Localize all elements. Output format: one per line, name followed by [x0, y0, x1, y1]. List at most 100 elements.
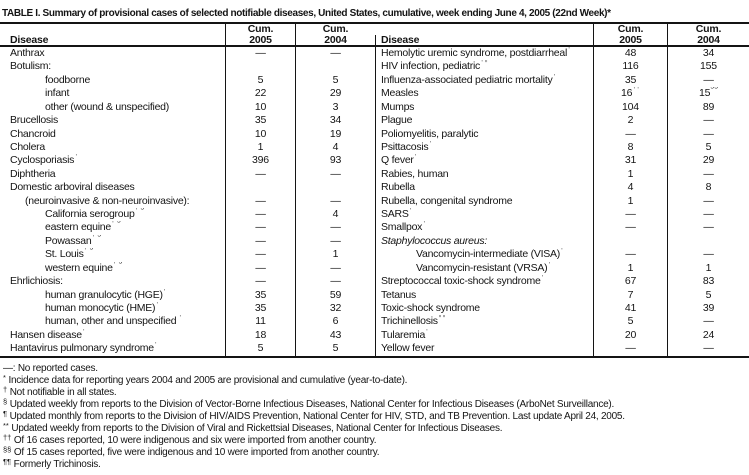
case-count-2004: 32 — [295, 302, 375, 316]
case-count-2004: 5 — [667, 140, 749, 155]
case-count-2004: — — [667, 73, 749, 88]
disease-label: Ehrlichiosis: — [10, 275, 63, 288]
disease-label: Powassan† § — [0, 235, 225, 248]
footnote: § Updated weekly from reports to the Div… — [3, 397, 749, 411]
disease-label: Toxic-shock syndrome — [375, 302, 593, 316]
disease-label: Staphylococcus aureus: — [375, 234, 593, 249]
case-count-2004: 8 — [667, 181, 749, 195]
footnote-marker: † — [428, 141, 432, 144]
case-count-2005: 48 — [593, 47, 667, 61]
header-year-2005: 2005 — [249, 33, 272, 46]
case-count-2005: 4 — [593, 181, 667, 195]
case-count-2004: 83 — [667, 275, 749, 289]
disease-label: California serogroup† § — [0, 208, 225, 221]
disease-label: Influenza-associated pediatric mortality… — [375, 73, 593, 88]
case-count-2004: 4 — [295, 208, 375, 222]
disease-label: infant — [45, 87, 70, 100]
footnote-text: Updated weekly from reports to the Divis… — [9, 398, 615, 410]
footnote-marker: † — [567, 47, 571, 50]
case-count-2005: 18 — [225, 328, 295, 343]
header-cum-label: Cum. — [322, 23, 349, 35]
case-count-2005: 1 — [593, 194, 667, 209]
footnote: † Not notifiable in all states. — [3, 384, 749, 399]
case-count-2005: — — [593, 208, 667, 222]
disease-label: Trichinellosis¶¶ — [375, 315, 593, 329]
case-count-2005: 20 — [593, 328, 667, 343]
case-count-2004: — — [667, 194, 749, 209]
disease-label: Poliomyelitis, paralytic — [375, 127, 593, 141]
footnote-marker: † § — [135, 208, 145, 211]
disease-label: Hemolytic uremic syndrome, postdiarrheal… — [375, 47, 593, 61]
disease-label: other (wound & unspecified) — [45, 100, 169, 113]
case-count-2005: — — [593, 221, 667, 235]
case-count-2005: — — [225, 248, 295, 262]
case-count-2004: 5 — [295, 73, 375, 88]
case-count-2005: 7 — [593, 288, 667, 303]
case-count-2004: — — [295, 47, 375, 61]
disease-label: Psittacosis† — [375, 140, 593, 155]
case-count-2005: 5 — [225, 73, 295, 88]
table-body: Anthrax — — Hemolytic uremic syndrome, post… — [0, 47, 749, 358]
footnote-marker: †† — [632, 87, 640, 90]
footnote-marker: † ** — [409, 208, 420, 211]
header-year-2004: 2004 — [697, 33, 720, 46]
disease-label: Streptococcal toxic-shock syndrome† — [375, 275, 593, 289]
case-count-2004: 93 — [295, 154, 375, 168]
footnote: —: No reported cases. — [3, 363, 749, 375]
case-count-2005 — [593, 234, 667, 249]
disease-label: HIV infection, pediatric†¶ — [375, 60, 593, 74]
footnote: §§ Of 15 cases reported, five were indig… — [3, 445, 749, 459]
case-count-2004: — — [667, 208, 749, 222]
case-count-2005: — — [225, 194, 295, 209]
case-count-2005: 31 — [593, 154, 667, 168]
header-year-2005: 2005 — [619, 33, 642, 46]
case-count-2004: 29 — [667, 154, 749, 168]
case-count-2004: 1 — [667, 261, 749, 276]
footnote-text: Updated monthly from reports to the Divi… — [9, 411, 625, 423]
header-cum-label: Cum. — [617, 23, 644, 35]
header-cum-2005-left: Cum. 2005 — [225, 24, 295, 46]
disease-label: eastern equine† § — [0, 221, 225, 234]
case-count-2005: 1 — [225, 140, 295, 155]
case-count-2004: — — [667, 315, 749, 329]
case-count-2005: — — [225, 221, 295, 235]
case-count-2004: — — [667, 342, 749, 356]
case-count-2005: — — [225, 167, 295, 182]
header-year-2004: 2004 — [324, 33, 347, 46]
disease-label: human, other and unspecified † — [0, 315, 225, 328]
disease-label: Rubella — [375, 181, 593, 195]
footnote: ¶ Updated monthly from reports to the Di… — [3, 409, 749, 423]
case-count-2005: 2 — [593, 114, 667, 128]
case-count-2005: 22 — [225, 87, 295, 101]
case-count-2005: 1 — [593, 167, 667, 182]
disease-label: Vancomycin-intermediate (VISA)† — [375, 248, 593, 262]
footnote: †† Of 16 cases reported, 10 were indigen… — [3, 433, 749, 447]
footnote-text: No reported cases. — [17, 362, 98, 374]
disease-label: Cholera — [10, 140, 46, 153]
case-count-2005: 35 — [225, 302, 295, 316]
footnotes-section: —: No reported cases. * Incidence data fo… — [0, 363, 749, 472]
case-count-2005: — — [225, 47, 295, 61]
case-count-2004: — — [295, 194, 375, 209]
disease-label: Tetanus — [375, 288, 593, 303]
case-count-2005: 35 — [593, 73, 667, 88]
case-count-2005: 67 — [593, 275, 667, 289]
disease-label: Chancroid — [10, 127, 56, 140]
case-count-2005: — — [225, 208, 295, 222]
case-count-2004: 34 — [295, 114, 375, 128]
footnote: * Incidence data for reporting years 200… — [3, 373, 749, 387]
case-count-2004: — — [295, 167, 375, 182]
disease-label: Hantavirus pulmonary syndrome† — [0, 342, 225, 355]
footnote-marker: †¶ — [480, 60, 488, 63]
header-disease-left: Disease — [10, 33, 49, 46]
case-count-2004: — — [667, 114, 749, 128]
footnote-text: Of 16 cases reported, 10 were indigenous… — [13, 435, 377, 447]
case-count-2005: 10 — [225, 100, 295, 115]
case-count-2004: 19 — [295, 127, 375, 141]
case-count-2005: 35 — [225, 114, 295, 128]
disease-label: foodborne — [45, 73, 91, 86]
case-count-2005: — — [593, 342, 667, 356]
case-count-2005: 35 — [225, 288, 295, 303]
footnote-marker: † — [3, 384, 8, 394]
footnote-text: Formerly Trichinosis. — [13, 459, 101, 471]
